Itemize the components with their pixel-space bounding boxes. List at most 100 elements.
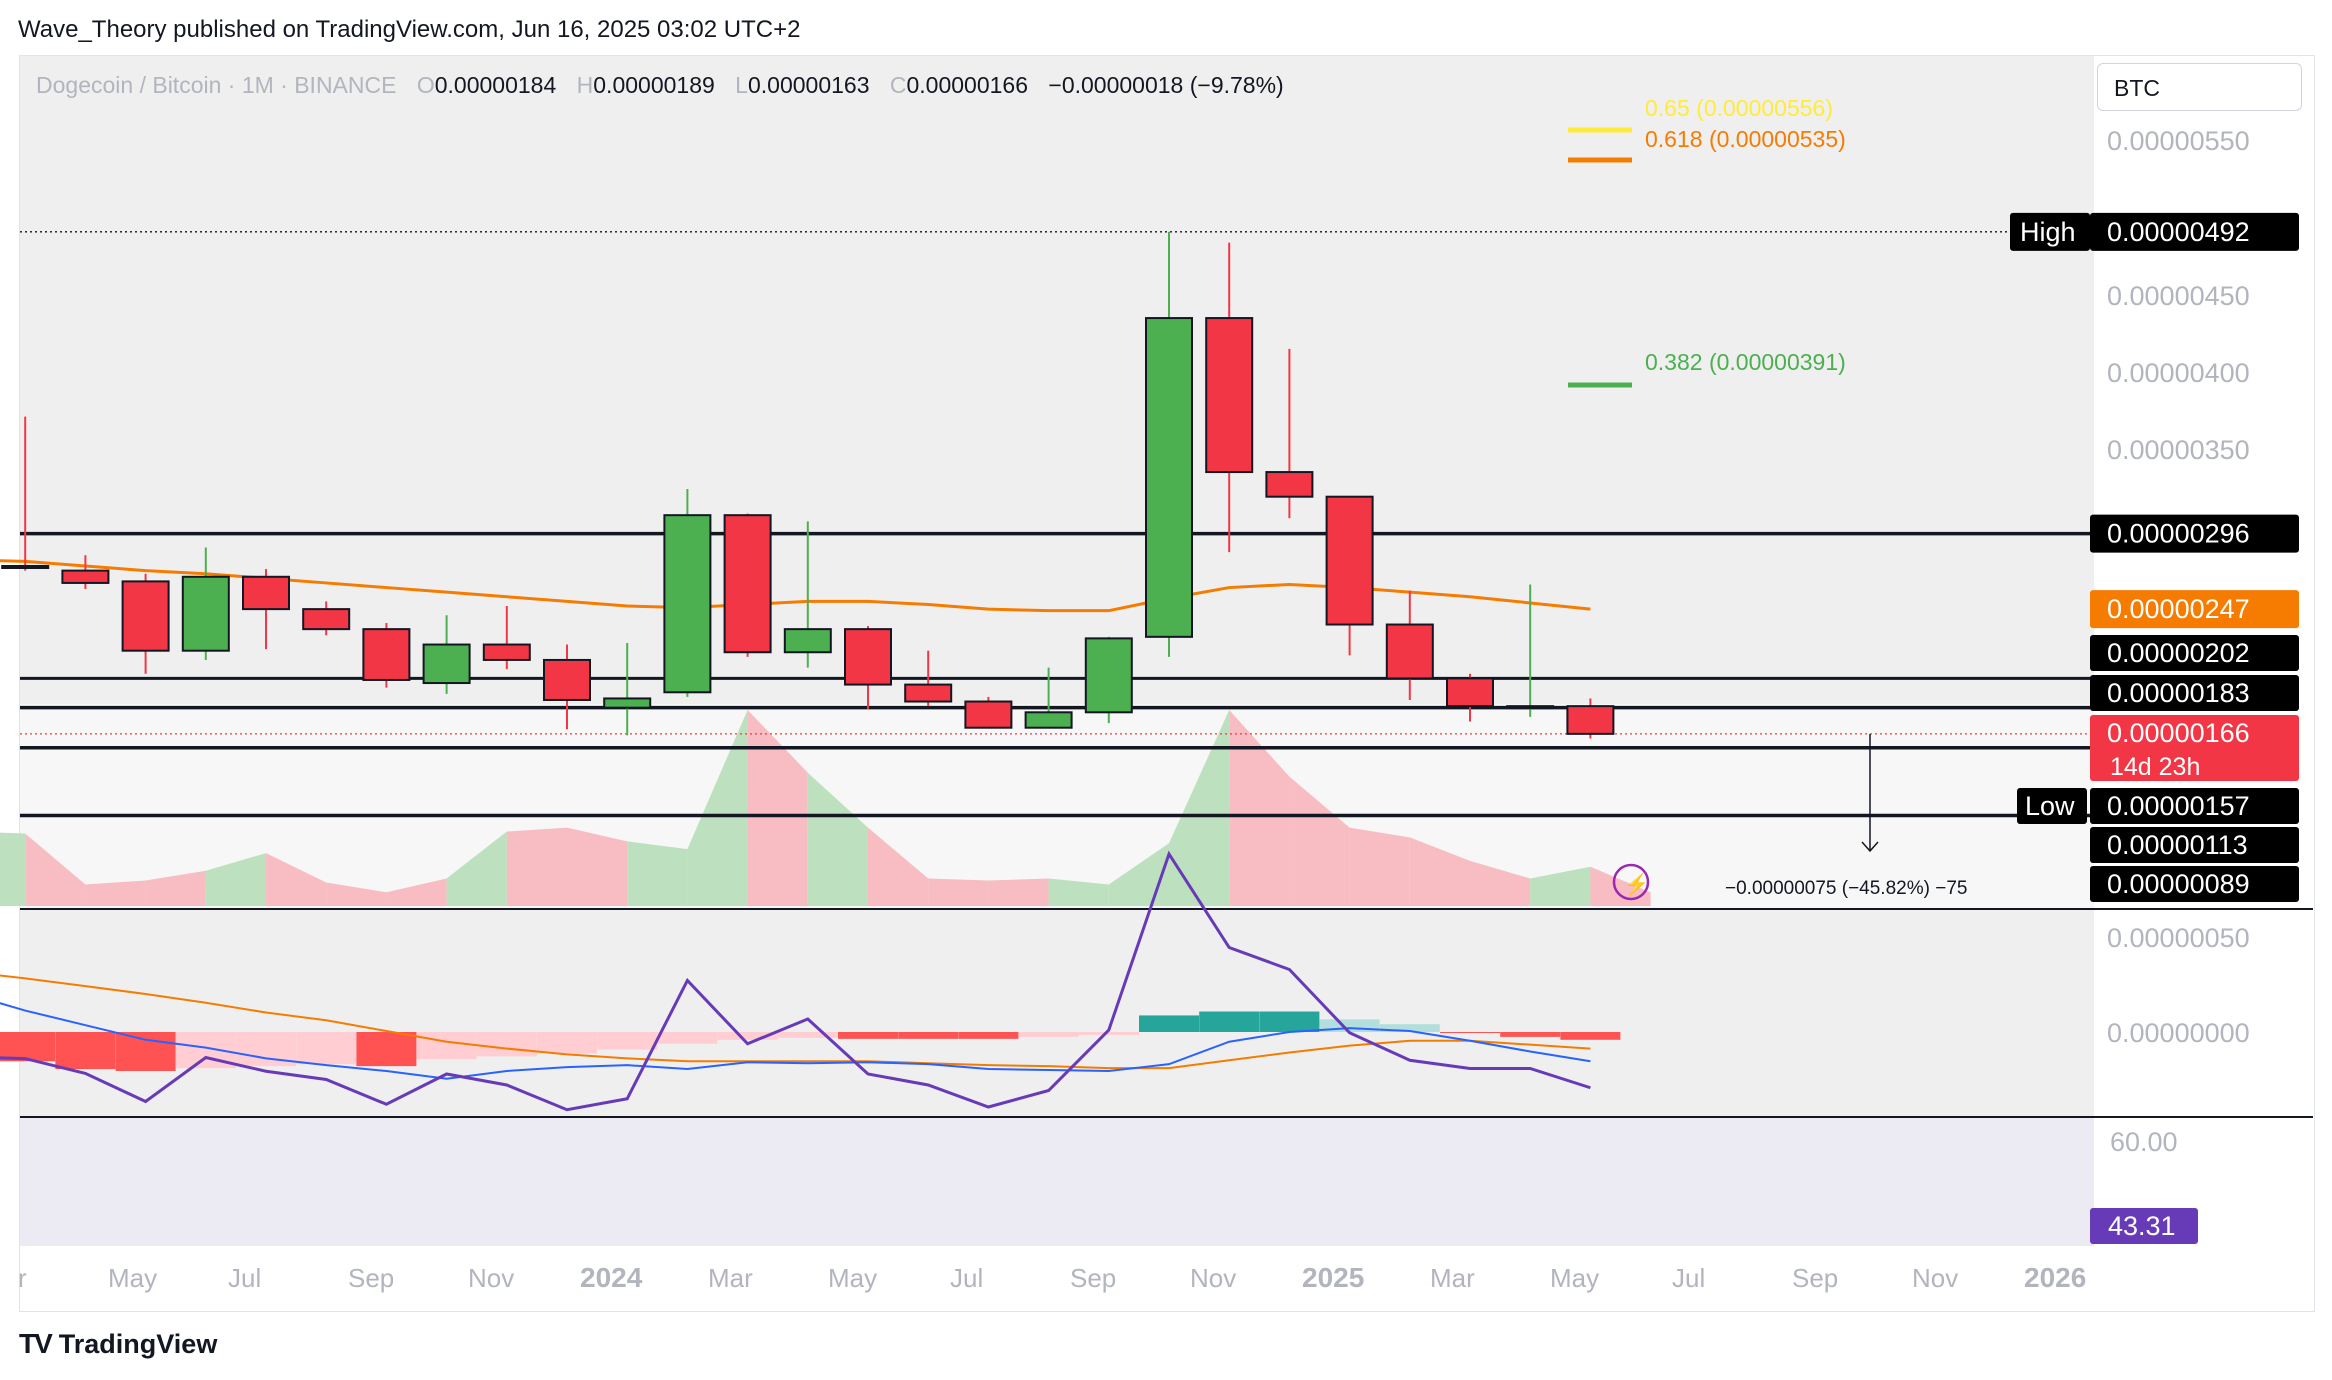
high-key: H xyxy=(576,72,594,98)
candle-body[interactable] xyxy=(422,643,471,685)
time-axis-label: May xyxy=(108,1263,157,1293)
candle-body[interactable] xyxy=(482,643,531,661)
candle-body[interactable] xyxy=(844,628,892,686)
macd-histogram-bar xyxy=(537,1032,597,1054)
moving-average-line[interactable] xyxy=(0,559,1591,613)
candle-body[interactable] xyxy=(543,658,591,701)
current-price-tag: 0.00000166 xyxy=(2107,718,2250,748)
candle-body[interactable] xyxy=(1,565,50,569)
level-113-tag: 0.00000113 xyxy=(2107,830,2248,860)
macd-histogram-bar xyxy=(1500,1032,1561,1037)
candle-body[interactable] xyxy=(1325,495,1374,626)
close-value: 0.00000166 xyxy=(906,72,1029,98)
macd-histogram-bar xyxy=(476,1032,537,1057)
level-89-tag-bg xyxy=(2090,866,2299,902)
candle-body[interactable] xyxy=(1145,317,1193,638)
volume-area xyxy=(747,710,808,906)
candle-body[interactable] xyxy=(603,697,652,709)
volume-area xyxy=(1169,710,1230,906)
time-axis-label: Jul xyxy=(950,1263,983,1293)
candle-body[interactable] xyxy=(302,608,351,631)
volume-area xyxy=(25,833,86,906)
tradingview-brand[interactable]: TV TradingView xyxy=(19,1328,217,1360)
candle-body[interactable] xyxy=(1385,623,1434,680)
change-value: −0.00000018 (−9.78%) xyxy=(1048,72,1284,98)
candle-body[interactable] xyxy=(61,569,110,584)
candle-body[interactable] xyxy=(663,514,712,694)
ohlc-legend: Dogecoin / Bitcoin · 1M · BINANCE O0.000… xyxy=(36,72,1284,99)
publisher-line: Wave_Theory published on TradingView.com… xyxy=(18,16,801,43)
fib-label: 0.65 (0.00000556) xyxy=(1645,95,1833,121)
candle-body[interactable] xyxy=(1446,677,1494,708)
macd-histogram-bar xyxy=(1259,1011,1320,1032)
high-label-bg xyxy=(2010,212,2090,251)
time-axis-label: Sep xyxy=(348,1263,394,1293)
high-price-tag: 0.00000492 xyxy=(2107,217,2250,247)
rsi-value-tag: 43.31 xyxy=(2108,1211,2176,1241)
candle-body[interactable] xyxy=(964,700,1013,729)
high-label: High xyxy=(2020,217,2076,247)
volume-area xyxy=(1349,827,1410,906)
volume-area xyxy=(145,870,206,906)
volume-area xyxy=(326,882,387,906)
candle-body[interactable] xyxy=(362,628,411,681)
range-zone-bg xyxy=(20,704,2094,908)
candle-body[interactable] xyxy=(181,575,230,652)
volume-area xyxy=(1289,776,1350,906)
low-key: L xyxy=(735,72,748,98)
candle-body[interactable] xyxy=(1506,705,1555,710)
rsi-pane-bg xyxy=(20,1118,2094,1246)
fib-label: 0.618 (0.00000535) xyxy=(1645,126,1846,152)
level-202-tag: 0.00000202 xyxy=(2107,638,2250,668)
candle-body[interactable] xyxy=(121,580,170,652)
high-value: 0.00000189 xyxy=(593,72,715,98)
macd-histogram-bar xyxy=(958,1032,1019,1039)
time-axis-label: Mar xyxy=(708,1263,753,1293)
countdown-label: 14d 23h xyxy=(2110,753,2200,781)
candle-body[interactable] xyxy=(1566,705,1615,735)
time-axis-label: r xyxy=(18,1263,27,1293)
macd-histogram-bar xyxy=(777,1032,838,1038)
tradingview-logo-icon: TV xyxy=(19,1328,53,1359)
macd-histogram-bar xyxy=(898,1032,959,1039)
candle-body[interactable] xyxy=(1084,637,1133,714)
price-axis-label: 0.00000550 xyxy=(2107,126,2250,156)
rsi-line[interactable] xyxy=(0,850,1591,1112)
candle-body[interactable] xyxy=(723,514,772,654)
macd-histogram-bar xyxy=(0,1032,56,1062)
volume-area xyxy=(205,853,266,906)
fib-label: 0.382 (0.00000391) xyxy=(1645,349,1846,375)
macd-histogram-bar xyxy=(717,1032,778,1040)
currency-selector[interactable]: BTC xyxy=(2097,63,2302,111)
level-183-tag: 0.00000183 xyxy=(2107,678,2250,708)
time-axis-label: May xyxy=(828,1263,877,1293)
volume-area xyxy=(386,878,447,906)
volume-area xyxy=(1108,843,1169,906)
candle-body[interactable] xyxy=(1024,711,1073,729)
measure-arrow-head xyxy=(1861,841,1879,853)
macd-line[interactable] xyxy=(0,993,1591,1080)
candle-body[interactable] xyxy=(1205,317,1254,474)
candle-body[interactable] xyxy=(242,575,290,611)
time-axis-label: 2026 xyxy=(2024,1262,2086,1293)
macd-histogram-bar xyxy=(296,1032,357,1065)
candle-body[interactable] xyxy=(1265,471,1314,498)
candle-body[interactable] xyxy=(904,683,953,703)
lightning-icon[interactable] xyxy=(1612,863,1650,901)
macd-histogram-bar xyxy=(838,1032,898,1039)
time-axis-label: Jul xyxy=(1672,1263,1705,1293)
symbol-label[interactable]: Dogecoin / Bitcoin · 1M · BINANCE xyxy=(36,72,397,98)
macd-histogram-bar xyxy=(1560,1032,1621,1040)
volume-area xyxy=(928,878,989,906)
volume-area xyxy=(1590,866,1651,906)
candle-body[interactable] xyxy=(783,628,832,654)
ma-price-tag: 0.00000247 xyxy=(2107,594,2250,624)
macd-signal-line[interactable] xyxy=(0,972,1591,1070)
low-price-tag-bg xyxy=(2090,788,2299,824)
measure-label: −0.00000075 (−45.82%) −75 xyxy=(1725,878,1967,899)
low-value: 0.00000163 xyxy=(747,72,870,98)
macd-histogram-bar xyxy=(1379,1024,1440,1032)
time-axis-label: Sep xyxy=(1070,1263,1116,1293)
brand-label: TradingView xyxy=(58,1328,218,1359)
